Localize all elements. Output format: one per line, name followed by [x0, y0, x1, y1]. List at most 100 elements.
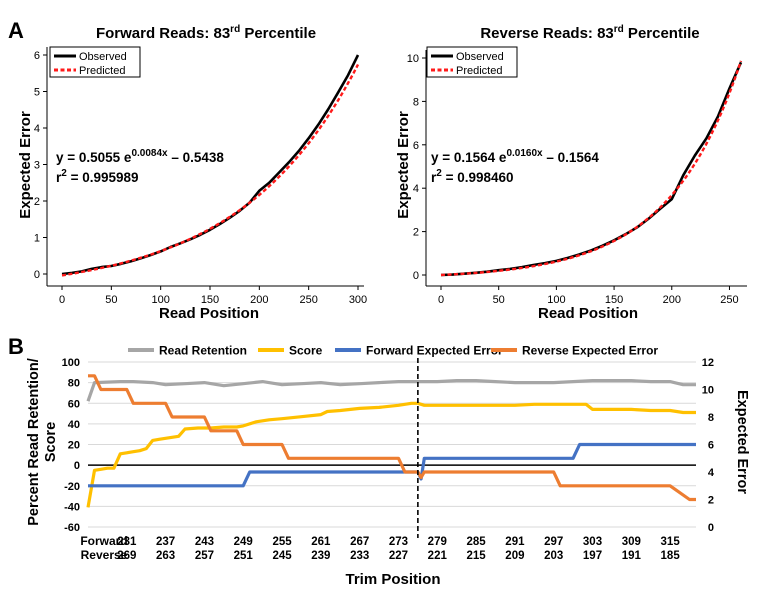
chart-reverse-title: Reverse Reads: 83rd Percentile	[480, 24, 699, 42]
series-score	[86, 401, 696, 508]
series-observed-line	[440, 61, 743, 277]
legend-observed-label: Observed	[79, 51, 127, 63]
x-tick-label-reverse: 191	[622, 550, 642, 562]
y-tick-label: 1	[34, 233, 40, 245]
x-tick-label: 100	[547, 294, 565, 306]
chart-reverse-legend: Observed Predicted	[426, 46, 518, 78]
x-tick-label-reverse: 239	[311, 550, 330, 562]
chart-trim-ylabel-left-line1: Percent Read Retention/	[26, 358, 42, 526]
chart-forward-reads: Forward Reads: 83rd Percentile 0 50 100 150…	[17, 24, 367, 322]
series-predicted-line	[61, 63, 360, 277]
x-tick-label-reverse: 203	[544, 550, 563, 562]
x-tick-label-reverse: 227	[389, 550, 408, 562]
y-tick-label: 5	[34, 87, 40, 99]
x-tick-label: 0	[438, 294, 444, 306]
x-tick-label-forward: 297	[544, 536, 563, 548]
chart-trim-xlabel-reverse: Reverse	[81, 548, 128, 562]
r2-forward: r2 = 0.995989	[56, 168, 139, 185]
series-observed-line	[61, 54, 360, 276]
r2-reverse: r2 = 0.998460	[431, 168, 514, 185]
y-right-tick-label: 6	[708, 440, 714, 452]
chart-trim-ylabel-left-line2: Score	[43, 422, 59, 462]
x-tick-label-forward: 267	[350, 536, 369, 548]
x-tick-label-forward: 303	[583, 536, 602, 548]
x-tick-label: 150	[605, 294, 623, 306]
y-left-tick-label: 100	[62, 357, 80, 369]
y-right-tick-label: 12	[702, 357, 714, 369]
x-tick-label: 200	[663, 294, 681, 306]
series-predicted-line	[440, 60, 743, 277]
legend-predicted-label: Predicted	[79, 65, 125, 77]
x-tick-label: 150	[201, 294, 219, 306]
chart-trim-ylabel-right: Expected Error	[734, 390, 750, 494]
chart-forward-xlabel: Read Position	[159, 305, 259, 322]
y-tick-label: 8	[413, 96, 419, 108]
chart-forward-ylabel: Expected Error	[17, 111, 34, 219]
x-tick-label-reverse: 185	[661, 550, 681, 562]
x-tick-label-forward: 261	[311, 536, 331, 548]
y-left-tick-label: 80	[68, 378, 80, 390]
series-read-retention	[86, 379, 696, 402]
x-tick-label-reverse: 263	[156, 550, 175, 562]
x-tick-label: 100	[151, 294, 169, 306]
y-left-tick-label: -20	[64, 481, 80, 493]
x-tick-label-forward: 291	[505, 536, 525, 548]
x-tick-label-reverse: 269	[117, 550, 136, 562]
x-tick-label-reverse: 221	[428, 550, 448, 562]
x-tick-label-forward: 243	[195, 536, 214, 548]
chart-trim-xlabel: Trim Position	[345, 571, 440, 588]
y-tick-label: 0	[413, 270, 419, 282]
chart-trim-position: Read Retention Score Forward Expected Erro…	[26, 344, 750, 589]
y-tick-label: 4	[413, 183, 419, 195]
x-tick-label-reverse: 215	[466, 550, 486, 562]
y-right-tick-label: 8	[708, 412, 714, 424]
legend-box	[426, 46, 518, 78]
x-tick-label-forward: 309	[622, 536, 641, 548]
panel-label-a: A	[8, 18, 24, 43]
chart-reverse-axes: 0 50 100 150 200 250 0 2 4 6 8 10	[407, 50, 747, 306]
y-tick-label: 6	[34, 50, 40, 62]
y-left-tick-label: 60	[68, 398, 80, 410]
x-tick-label: 300	[349, 294, 367, 306]
y-right-tick-label: 4	[708, 467, 715, 479]
y-left-tick-label: 20	[68, 440, 80, 452]
y-left-tick-label: -60	[64, 522, 80, 534]
y-left-tick-label: 40	[68, 419, 80, 431]
legend-label: Score	[289, 344, 323, 358]
legend-observed-label: Observed	[456, 51, 504, 63]
y-tick-label: 3	[34, 160, 40, 172]
y-left-tick-label: -40	[64, 501, 80, 513]
x-tick-label-reverse: 233	[350, 550, 369, 562]
x-tick-label-forward: 237	[156, 536, 175, 548]
x-tick-label-forward: 279	[428, 536, 447, 548]
panel-label-b: B	[8, 334, 24, 359]
y-tick-label: 2	[413, 227, 419, 239]
x-tick-label-reverse: 251	[234, 550, 254, 562]
x-tick-label-reverse: 245	[272, 550, 292, 562]
series-reverse-expected-error	[88, 374, 696, 502]
chart-forward-axes: 0 50 100 150 200 250 300 0 1 2 3 4 5 6	[34, 47, 367, 306]
x-tick-label-forward: 285	[466, 536, 486, 548]
y-right-tick-label: 2	[708, 495, 714, 507]
legend-predicted-label: Predicted	[456, 65, 502, 77]
y-left-tick-label: 0	[74, 460, 80, 472]
equation-reverse: y = 0.1564 e0.0160x – 0.1564	[431, 148, 599, 165]
x-tick-label-reverse: 209	[505, 550, 524, 562]
chart-forward-legend: Observed Predicted	[49, 46, 141, 78]
x-tick-label: 50	[105, 294, 117, 306]
x-tick-label-forward: 315	[661, 536, 681, 548]
x-tick-label: 250	[299, 294, 317, 306]
x-tick-label-reverse: 257	[195, 550, 214, 562]
x-tick-label: 250	[720, 294, 738, 306]
y-right-tick-label: 10	[702, 385, 714, 397]
y-right-tick-label: 0	[708, 522, 714, 534]
y-tick-label: 4	[34, 123, 40, 135]
x-tick-label: 200	[250, 294, 268, 306]
legend-label: Forward Expected Error	[366, 344, 503, 358]
chart-reverse-ylabel: Expected Error	[395, 111, 412, 219]
y-tick-label: 2	[34, 196, 40, 208]
x-tick-label: 50	[493, 294, 505, 306]
y-tick-label: 6	[413, 140, 419, 152]
y-tick-label: 0	[34, 269, 40, 281]
